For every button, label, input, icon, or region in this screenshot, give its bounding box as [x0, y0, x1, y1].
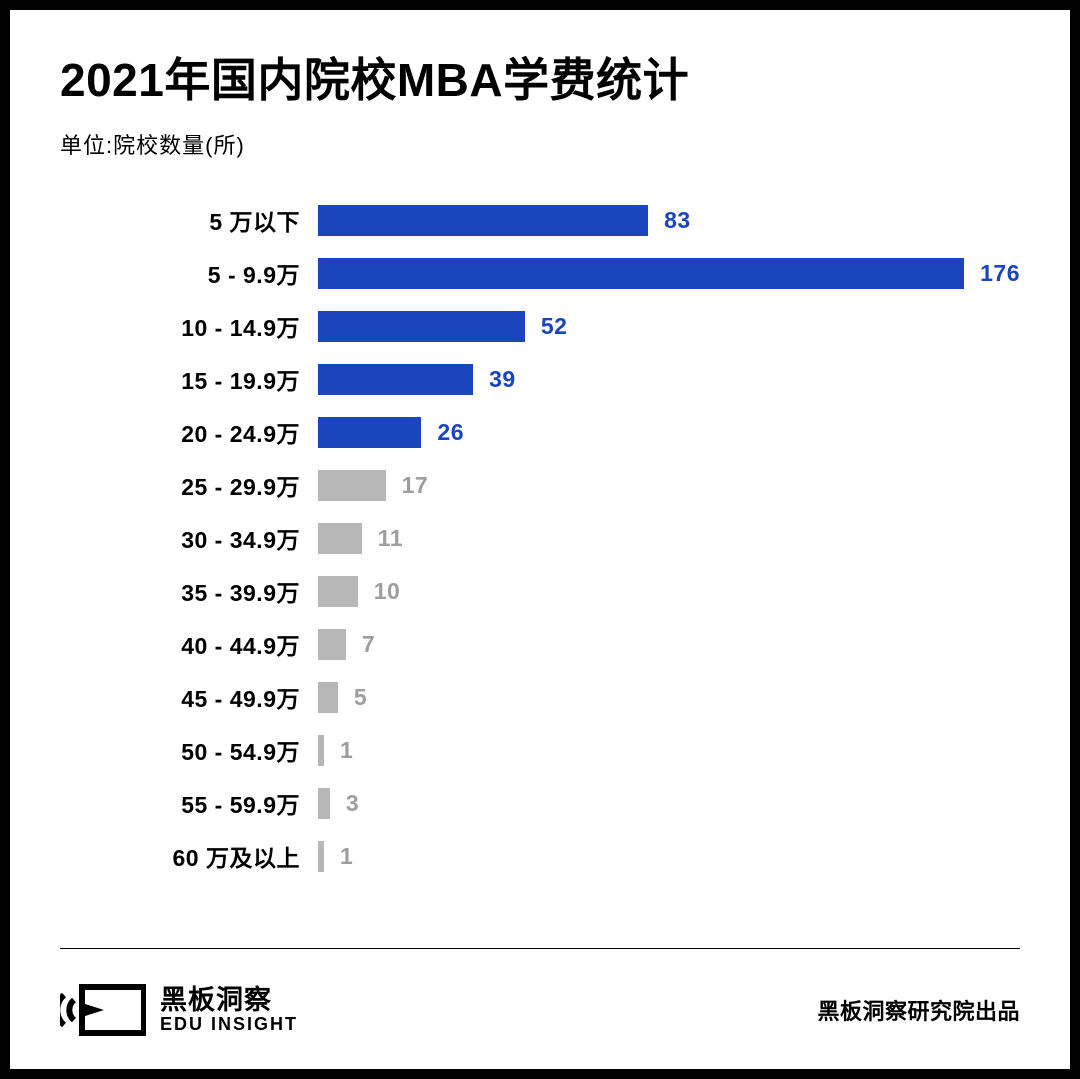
bar-track: 39	[318, 353, 1020, 406]
bar-row: 25 - 29.9万 17	[60, 459, 1020, 512]
bar-track: 7	[318, 618, 1020, 671]
bar-row: 20 - 24.9万 26	[60, 406, 1020, 459]
bar	[318, 841, 324, 872]
category-label: 30 - 34.9万	[60, 521, 318, 555]
category-label: 10 - 14.9万	[60, 309, 318, 343]
credit-text: 黑板洞察研究院出品	[817, 994, 1020, 1026]
brand-name-cn: 黑板洞察	[160, 986, 298, 1014]
value-label: 26	[437, 419, 464, 446]
chart-card: 2021年国内院校MBA学费统计 单位:院校数量(所) 5 万以下 83 5 - 9…	[0, 0, 1080, 1079]
bar-row: 35 - 39.9万 10	[60, 565, 1020, 618]
bar-row: 30 - 34.9万 11	[60, 512, 1020, 565]
value-label: 1	[340, 737, 353, 764]
category-label: 5 - 9.9万	[60, 256, 318, 290]
bar-row: 45 - 49.9万 5	[60, 671, 1020, 724]
bar-track: 5	[318, 671, 1020, 724]
chart-title: 2021年国内院校MBA学费统计	[60, 52, 1020, 110]
bar-track: 83	[318, 194, 1020, 247]
footer-divider	[60, 948, 1020, 949]
chart-subtitle: 单位:院校数量(所)	[60, 128, 1020, 160]
footer: 黑板洞察 EDU INSIGHT 黑板洞察研究院出品	[60, 983, 1020, 1037]
bar-track: 3	[318, 777, 1020, 830]
bar	[318, 576, 358, 607]
bar	[318, 629, 346, 660]
bar-track: 176	[318, 247, 1020, 300]
bar-row: 5 万以下 83	[60, 194, 1020, 247]
value-label: 1	[340, 843, 353, 870]
value-label: 17	[402, 472, 429, 499]
category-label: 60 万及以上	[60, 839, 318, 873]
category-label: 15 - 19.9万	[60, 362, 318, 396]
bar-track: 1	[318, 830, 1020, 883]
bar-row: 50 - 54.9万 1	[60, 724, 1020, 777]
bar-track: 26	[318, 406, 1020, 459]
brand: 黑板洞察 EDU INSIGHT	[60, 983, 298, 1037]
bar	[318, 682, 338, 713]
value-label: 5	[354, 684, 367, 711]
bar-chart: 5 万以下 83 5 - 9.9万 176 10 - 14.9万 52 15 - 19.9万…	[60, 194, 1020, 883]
bar-row: 40 - 44.9万 7	[60, 618, 1020, 671]
bar-track: 1	[318, 724, 1020, 777]
bar-row: 15 - 19.9万 39	[60, 353, 1020, 406]
bar-row: 55 - 59.9万 3	[60, 777, 1020, 830]
bar	[318, 470, 386, 501]
bar-track: 17	[318, 459, 1020, 512]
bar	[318, 258, 964, 289]
value-label: 39	[489, 366, 516, 393]
bar-row: 10 - 14.9万 52	[60, 300, 1020, 353]
brand-text: 黑板洞察 EDU INSIGHT	[160, 986, 298, 1033]
category-label: 20 - 24.9万	[60, 415, 318, 449]
category-label: 55 - 59.9万	[60, 786, 318, 820]
bar	[318, 417, 421, 448]
bar	[318, 788, 330, 819]
value-label: 7	[362, 631, 375, 658]
bar-track: 11	[318, 512, 1020, 565]
value-label: 176	[980, 260, 1020, 287]
value-label: 83	[664, 207, 691, 234]
bar	[318, 735, 324, 766]
bar	[318, 364, 473, 395]
brand-name-en: EDU INSIGHT	[160, 1015, 298, 1034]
bar	[318, 523, 362, 554]
bar	[318, 311, 525, 342]
value-label: 3	[346, 790, 359, 817]
category-label: 50 - 54.9万	[60, 733, 318, 767]
category-label: 35 - 39.9万	[60, 574, 318, 608]
bar-row: 5 - 9.9万 176	[60, 247, 1020, 300]
category-label: 25 - 29.9万	[60, 468, 318, 502]
bar-track: 10	[318, 565, 1020, 618]
value-label: 52	[541, 313, 568, 340]
brand-logo-icon	[60, 983, 146, 1037]
bar-track: 52	[318, 300, 1020, 353]
value-label: 11	[378, 525, 403, 552]
bar-row: 60 万及以上 1	[60, 830, 1020, 883]
value-label: 10	[374, 578, 401, 605]
category-label: 45 - 49.9万	[60, 680, 318, 714]
category-label: 5 万以下	[60, 203, 318, 237]
bar	[318, 205, 648, 236]
category-label: 40 - 44.9万	[60, 627, 318, 661]
